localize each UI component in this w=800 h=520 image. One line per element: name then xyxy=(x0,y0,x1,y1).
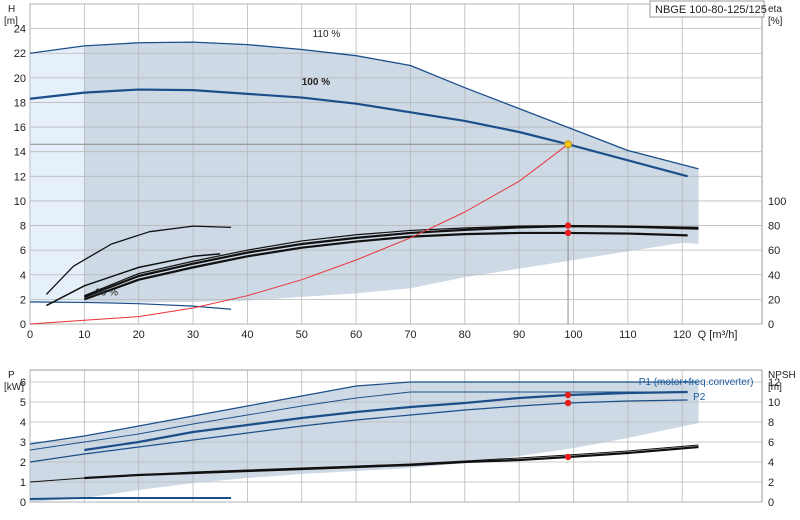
x-tick: 20 xyxy=(133,329,145,341)
top-left-tick: 22 xyxy=(14,48,26,60)
top-left-tick: 12 xyxy=(14,171,26,183)
bottom-left-tick: 0 xyxy=(20,497,26,509)
top-right-tick: 20 xyxy=(768,294,780,306)
bottom-right-axis-label: NPSH xyxy=(768,370,796,381)
top-marker-point xyxy=(564,229,572,237)
bottom-right-tick: 0 xyxy=(768,497,774,509)
x-tick: 90 xyxy=(513,329,525,341)
bottom-left-tick: 2 xyxy=(20,457,26,469)
x-tick: 10 xyxy=(78,329,90,341)
bottom-marker-point xyxy=(564,399,572,407)
top-series-eta-4 xyxy=(45,253,221,307)
series-legend-label: P1 (motor+freq.converter) xyxy=(639,377,754,388)
x-tick: 30 xyxy=(187,329,199,341)
x-tick: 80 xyxy=(459,329,471,341)
x-axis-label: Q [m³/h] xyxy=(698,329,738,341)
bottom-left-tick: 6 xyxy=(20,377,26,389)
bottom-series-npsh-4 xyxy=(84,445,699,480)
curve-label: 110 % xyxy=(313,29,341,40)
curve-label: 30 % xyxy=(95,288,118,299)
top-series-eta-7 xyxy=(84,224,699,297)
top-left-tick: 16 xyxy=(14,122,26,134)
top-series-head-min-2 xyxy=(29,301,232,310)
top-right-tick: 100 xyxy=(768,196,786,208)
bottom-left-tick: 3 xyxy=(20,437,26,449)
top-low-flow-zone xyxy=(30,45,85,304)
x-tick: 100 xyxy=(564,329,582,341)
top-left-tick: 8 xyxy=(20,221,26,233)
bottom-right-tick: 12 xyxy=(768,377,780,389)
bottom-series-P1-110-0 xyxy=(29,381,699,445)
top-right-axis-unit: [%] xyxy=(768,16,783,27)
duty-point xyxy=(564,140,572,149)
bottom-marker-point xyxy=(564,391,572,399)
top-operating-envelope xyxy=(30,42,699,304)
top-chart: 110 %100 %30 %024681012141618202224H[m]0… xyxy=(4,3,786,341)
chart-title: NBGE 100-80-125/125 xyxy=(655,4,767,16)
x-tick: 0 xyxy=(27,329,33,341)
top-left-tick: 6 xyxy=(20,245,26,257)
bottom-right-axis-unit: [m] xyxy=(768,382,782,393)
bottom-left-axis-unit: [kW] xyxy=(4,382,24,393)
x-tick: 40 xyxy=(241,329,253,341)
top-right-tick: 40 xyxy=(768,270,780,282)
top-series-eta-5 xyxy=(83,225,699,298)
top-left-tick: 10 xyxy=(14,196,26,208)
bottom-right-tick: 6 xyxy=(768,437,774,449)
bottom-right-tick: 10 xyxy=(768,397,780,409)
top-left-tick: 2 xyxy=(20,294,26,306)
bottom-left-axis-label: P xyxy=(8,370,15,381)
curve-label: 100 % xyxy=(302,77,330,88)
bottom-right-tick: 4 xyxy=(768,457,774,469)
top-series-head-0 xyxy=(29,41,699,170)
bottom-left-tick: 1 xyxy=(20,477,26,489)
top-right-tick: 80 xyxy=(768,221,780,233)
x-tick: 110 xyxy=(619,329,637,341)
bottom-right-tick: 2 xyxy=(768,477,774,489)
bottom-series-P2-110-2 xyxy=(84,390,688,452)
top-left-tick: 0 xyxy=(20,319,26,331)
top-series-system-8 xyxy=(29,143,569,325)
title-box: NBGE 100-80-125/125 xyxy=(649,0,767,18)
bottom-marker-point xyxy=(564,453,572,461)
x-tick: 120 xyxy=(673,329,691,341)
x-tick: 70 xyxy=(404,329,416,341)
top-left-tick: 14 xyxy=(14,147,26,159)
x-tick: 60 xyxy=(350,329,362,341)
bottom-left-tick: 5 xyxy=(20,397,26,409)
bottom-left-tick: 4 xyxy=(20,417,26,429)
x-tick: 50 xyxy=(296,329,308,341)
top-left-tick: 24 xyxy=(14,24,26,36)
bottom-chart: P1 (motor+freq.converter)P20123456P[kW]0… xyxy=(4,369,796,509)
top-marker-point xyxy=(564,222,572,229)
bottom-series-P-min-6 xyxy=(29,497,232,500)
top-left-tick: 4 xyxy=(20,270,26,282)
top-right-tick: 0 xyxy=(768,319,774,331)
top-series-eta-3 xyxy=(45,225,232,295)
top-left-axis-unit: [m] xyxy=(4,16,18,27)
top-right-tick: 60 xyxy=(768,245,780,257)
top-left-tick: 18 xyxy=(14,97,26,109)
top-series-eta-6 xyxy=(83,231,688,301)
top-right-axis-label: eta xyxy=(768,4,782,15)
series-legend-label: P2 xyxy=(693,392,706,403)
top-left-tick: 20 xyxy=(14,73,26,85)
top-left-axis-label: H xyxy=(8,4,15,15)
bottom-right-tick: 8 xyxy=(768,417,774,429)
